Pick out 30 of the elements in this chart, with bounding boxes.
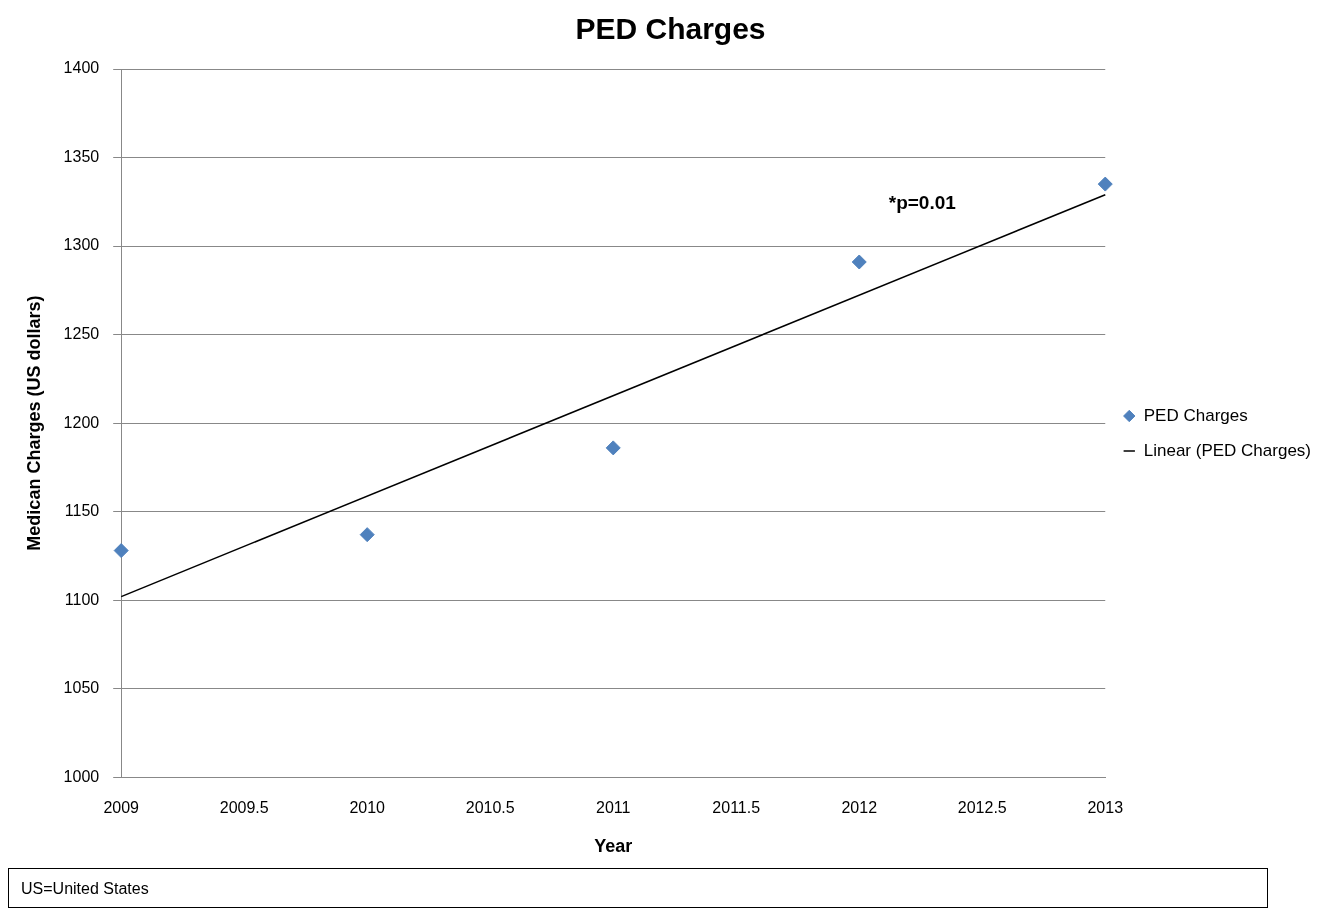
y-tick-label: 1050 (63, 679, 100, 697)
legend-label: PED Charges (1143, 405, 1248, 425)
y-tick-label: 1000 (63, 767, 100, 785)
x-tick-label: 2012 (841, 799, 878, 817)
y-tick-label: 1250 (63, 324, 100, 342)
x-tick-label: 2012.5 (957, 799, 1007, 817)
x-tick-label: 2010.5 (465, 799, 515, 817)
x-axis-title: Year (594, 836, 633, 857)
y-tick-label: 1150 (64, 502, 100, 520)
y-tick-label: 1350 (63, 147, 100, 165)
x-tick-label: 2009 (103, 799, 140, 817)
text: US=United States (8, 868, 1268, 908)
y-axis-title: Medican Charges (US dollars) (23, 295, 44, 551)
annotation: *p=0.01 (888, 191, 957, 213)
point (113, 543, 129, 559)
point (359, 527, 375, 543)
x-tick-label: 2011 (596, 799, 631, 817)
x-tick-label: 2009.5 (219, 799, 269, 817)
point (1097, 176, 1113, 192)
chart-title: PED Charges (575, 12, 766, 46)
y-tick-label: 1300 (63, 236, 100, 254)
point (605, 440, 621, 456)
x-tick-label: 2011.5 (712, 799, 761, 817)
y-tick-label: 1200 (63, 413, 100, 431)
point (851, 254, 867, 270)
y-tick-label: 1100 (64, 590, 100, 608)
legend-label: Linear (PED Charges) (1143, 440, 1312, 460)
y-tick-label: 1400 (63, 59, 100, 77)
x-tick-label: 2010 (349, 799, 386, 817)
x-tick-label: 2013 (1087, 799, 1124, 817)
